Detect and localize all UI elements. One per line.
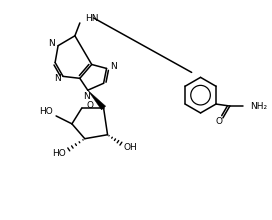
- Text: N: N: [110, 62, 117, 71]
- Text: N: N: [48, 39, 54, 48]
- Text: N: N: [54, 74, 60, 83]
- Text: HO: HO: [52, 149, 66, 158]
- Text: HO: HO: [39, 108, 53, 116]
- Text: OH: OH: [123, 143, 137, 152]
- Polygon shape: [88, 90, 106, 110]
- Text: O: O: [215, 117, 222, 126]
- Text: HN: HN: [85, 15, 98, 24]
- Text: N: N: [84, 92, 90, 101]
- Text: NH₂: NH₂: [251, 102, 268, 110]
- Text: O: O: [86, 101, 93, 110]
